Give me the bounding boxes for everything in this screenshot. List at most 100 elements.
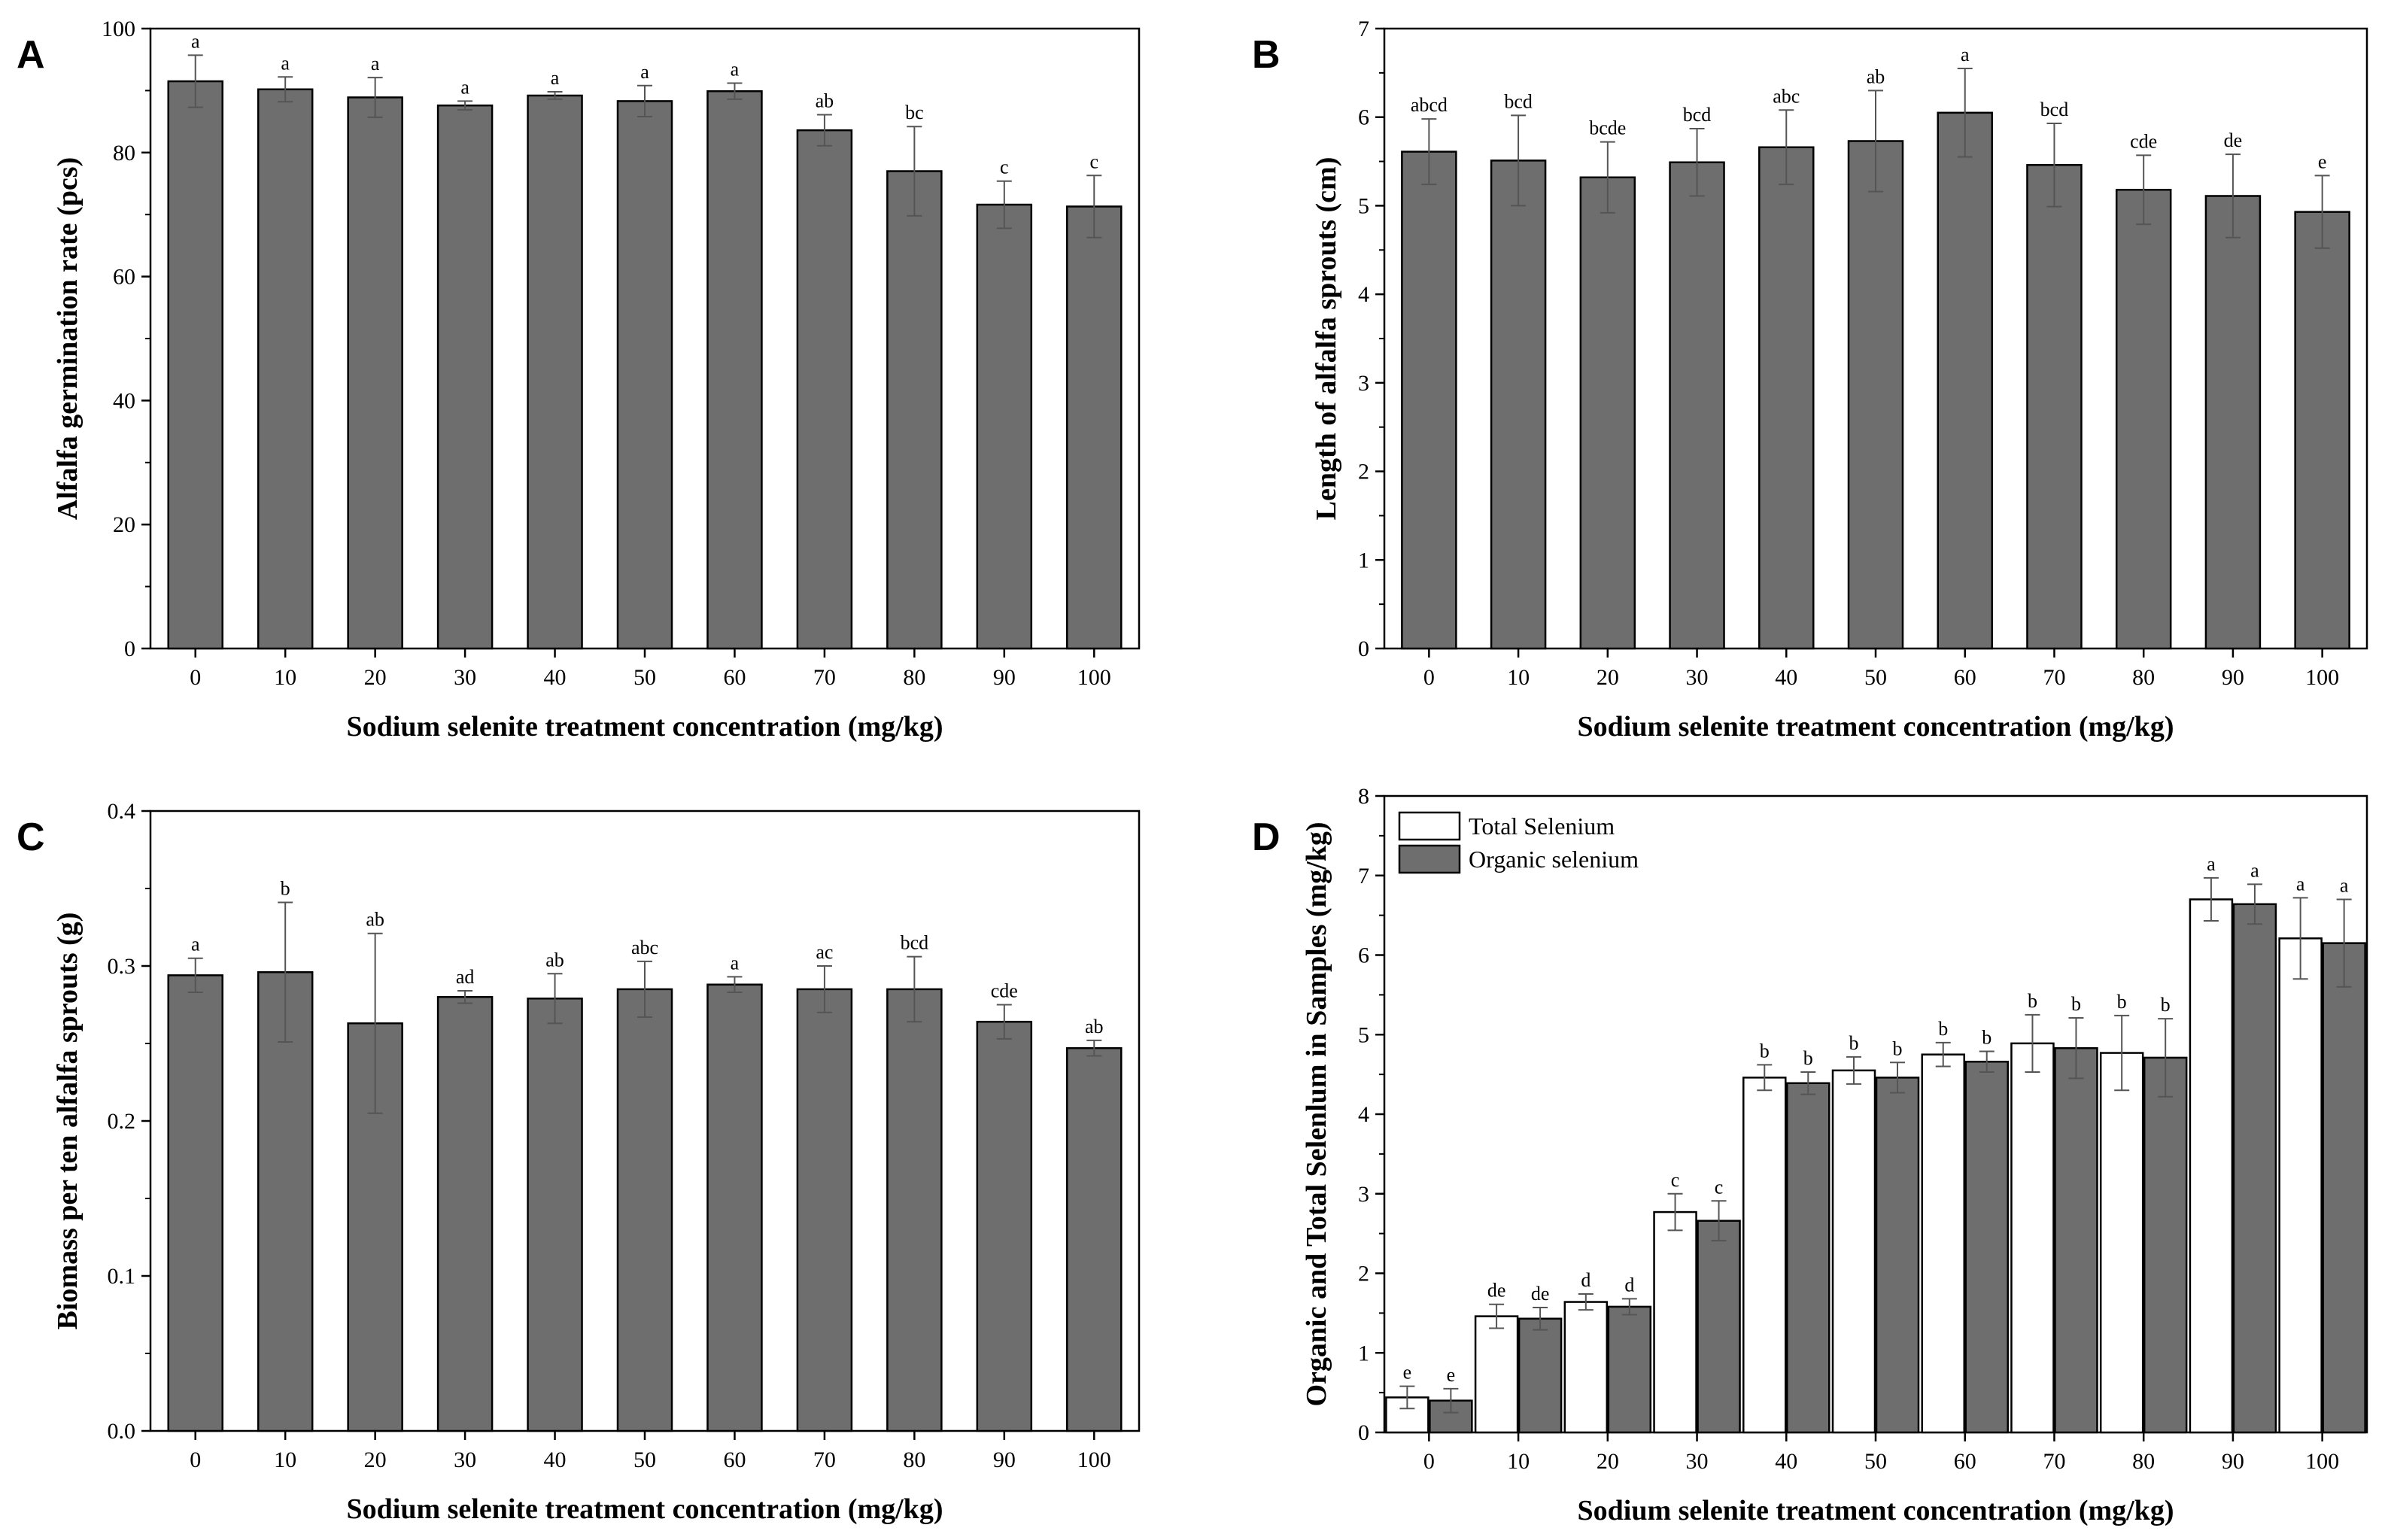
significance-label: e	[1403, 1362, 1412, 1384]
y-tick-label: 0.4	[108, 799, 136, 824]
bar	[1474, 1315, 1519, 1434]
bar	[2232, 903, 2277, 1434]
x-tick-label: 60	[723, 1447, 746, 1472]
x-tick-label: 20	[364, 665, 387, 690]
significance-label: de	[2224, 129, 2243, 151]
x-tick-label: 50	[633, 665, 656, 690]
x-tick-label: 40	[544, 665, 567, 690]
significance-label: a	[281, 52, 290, 74]
significance-label: a	[2296, 873, 2305, 895]
x-tick-label: 0	[1423, 665, 1435, 690]
bar	[2026, 164, 2083, 650]
y-tick-label: 100	[102, 17, 135, 41]
y-tick-label: 40	[113, 388, 135, 413]
x-tick-label: 90	[993, 665, 1016, 690]
chart-panel-a: A 0 20 40 60 80 100 0 10 20 30 40 50 60 70 80 90 100 Sodiu…	[17, 17, 1141, 743]
x-tick-label: 90	[2222, 1449, 2244, 1474]
significance-label: b	[2028, 990, 2037, 1012]
significance-label: b	[1760, 1040, 1770, 1062]
x-tick-label: 10	[274, 1447, 296, 1472]
legend-swatch	[1398, 811, 1461, 841]
bar	[347, 96, 403, 650]
x-tick-label: 70	[2043, 1449, 2065, 1474]
bar	[1401, 150, 1457, 650]
x-tick-label: 0	[190, 665, 201, 690]
significance-label: d	[1581, 1269, 1590, 1291]
y-tick-label: 4	[1358, 1102, 1369, 1127]
significance-label: abc	[1773, 85, 1800, 107]
significance-label: ab	[545, 949, 564, 970]
significance-label: ad	[456, 966, 475, 988]
legend-label: Organic selenium	[1469, 846, 1639, 873]
y-tick-label: 5	[1358, 193, 1369, 218]
x-tick-label: 10	[1507, 1449, 1530, 1474]
significance-label: ab	[816, 90, 834, 112]
bar	[1937, 111, 1993, 650]
bar	[976, 203, 1033, 650]
x-tick-label: 80	[903, 1447, 925, 1472]
legend-swatch	[1398, 844, 1461, 874]
bar	[1964, 1060, 2009, 1434]
significance-label: abcd	[1411, 94, 1448, 116]
significance-label: bcd	[1504, 90, 1533, 112]
significance-label: cde	[991, 980, 1018, 1002]
significance-label: b	[2071, 993, 2081, 1015]
y-tick-label: 1	[1358, 548, 1369, 573]
bar	[886, 170, 943, 650]
bar	[2115, 188, 2172, 650]
bar	[1607, 1305, 1652, 1434]
bar	[2189, 898, 2234, 1434]
significance-label: abc	[631, 937, 658, 958]
x-tick-label: 80	[2132, 1449, 2155, 1474]
x-tick-label: 50	[1864, 665, 1887, 690]
y-tick-label: 2	[1358, 1262, 1369, 1286]
bar	[796, 129, 853, 650]
significance-label: a	[191, 934, 200, 955]
x-tick-label: 50	[633, 1447, 656, 1472]
significance-label: a	[2340, 874, 2349, 896]
x-tick-label: 80	[2132, 665, 2155, 690]
bar	[257, 970, 314, 1432]
y-tick-label: 3	[1358, 1182, 1369, 1207]
bar	[2294, 211, 2350, 650]
bar	[1066, 1046, 1123, 1432]
x-tick-label: 20	[364, 1447, 387, 1472]
x-tick-label: 90	[993, 1447, 1016, 1472]
significance-label: bc	[905, 102, 924, 123]
x-tick-label: 100	[1077, 665, 1111, 690]
y-tick-label: 0.1	[108, 1264, 136, 1289]
x-axis-title: Sodium selenite treatment concentration …	[347, 1493, 943, 1525]
y-tick-label: 4	[1358, 282, 1369, 307]
significance-label: bcd	[1683, 104, 1712, 126]
y-tick-label: 5	[1358, 1022, 1369, 1047]
bar	[1921, 1053, 1965, 1434]
y-tick-label: 0.0	[108, 1419, 136, 1444]
x-tick-label: 40	[1775, 1449, 1797, 1474]
significance-label: bcde	[1589, 117, 1626, 139]
chart-panel-c: C 0.0 0.1 0.2 0.3 0.4 0 10 20 30 40 50 60 70 80 90 100 So…	[17, 799, 1141, 1525]
x-axis-title: Sodium selenite treatment concentration …	[1578, 1495, 2174, 1526]
significance-label: b	[1893, 1037, 1903, 1059]
bar	[1831, 1069, 1876, 1434]
bar	[167, 974, 223, 1432]
x-tick-label: 0	[1423, 1449, 1435, 1474]
bar	[1518, 1317, 1563, 1434]
x-tick-label: 70	[2043, 665, 2065, 690]
y-tick-label: 6	[1358, 943, 1369, 968]
significance-label: b	[1982, 1026, 1992, 1048]
significance-label: c	[1671, 1169, 1680, 1191]
x-tick-label: 70	[813, 665, 836, 690]
bar	[1786, 1082, 1830, 1434]
significance-label: ab	[366, 909, 384, 931]
y-axis-title: Biomass per ten alfalfa sprouts (g)	[52, 913, 84, 1330]
x-tick-label: 30	[454, 665, 476, 690]
bar	[616, 100, 673, 650]
x-tick-label: 80	[903, 665, 925, 690]
bar	[1742, 1077, 1787, 1434]
bar	[1669, 161, 1725, 650]
significance-label: de	[1531, 1283, 1550, 1305]
x-tick-label: 60	[723, 665, 746, 690]
bar	[436, 995, 494, 1432]
